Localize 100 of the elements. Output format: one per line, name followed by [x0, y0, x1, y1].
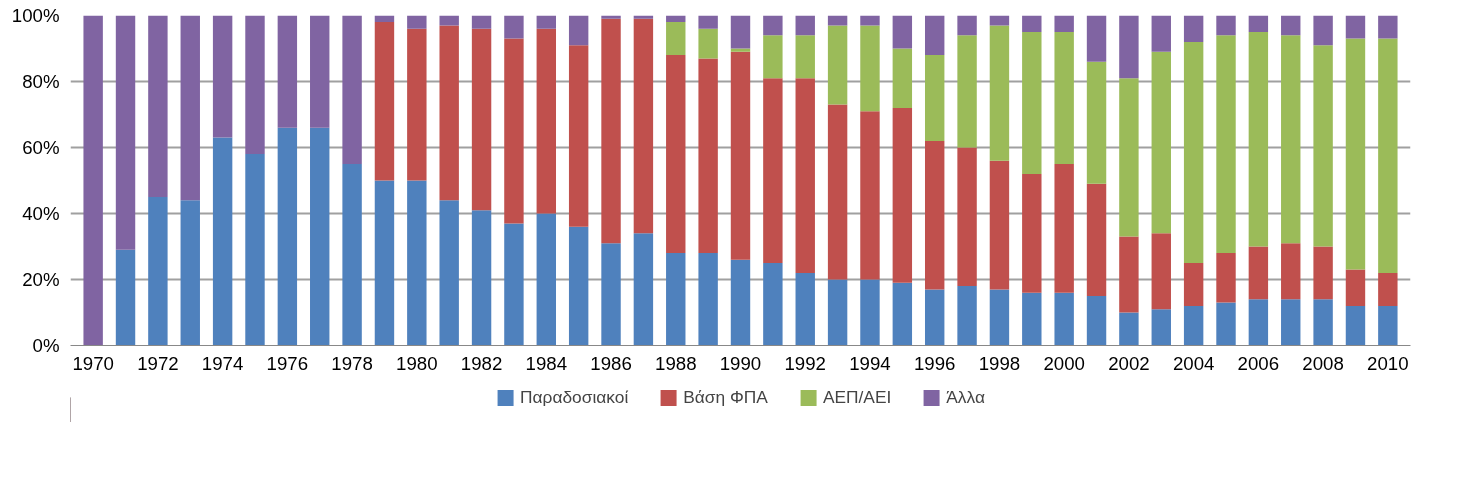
bar: [1119, 312, 1139, 346]
legend-label: Βάση ΦΠΑ: [683, 386, 768, 408]
bar: [536, 213, 557, 346]
bar: [1248, 299, 1269, 346]
x-tick-label: 1996: [913, 352, 956, 374]
bar: [180, 15, 200, 201]
bar: [730, 15, 751, 49]
bar: [1151, 51, 1171, 234]
bar: [1054, 292, 1074, 346]
x-tick-label: 1986: [590, 352, 632, 374]
bar: [1054, 164, 1074, 293]
bar: [1313, 246, 1333, 300]
bar: [1281, 299, 1301, 346]
bar: [827, 104, 848, 280]
bar: [698, 15, 718, 29]
bar: [1183, 263, 1204, 306]
bar: [1248, 15, 1269, 32]
bar: [1216, 35, 1236, 254]
bar: [763, 263, 783, 346]
bar: [601, 18, 621, 244]
y-tick-label: 80%: [22, 71, 60, 92]
bar: [1345, 15, 1366, 39]
bar: [310, 15, 330, 128]
legend-label: Άλλα: [946, 386, 985, 408]
bar: [763, 78, 783, 263]
x-tick-label: 1984: [525, 352, 568, 374]
bar: [439, 200, 459, 346]
bar: [245, 15, 265, 155]
bar: [1313, 15, 1333, 46]
x-tick-label: 1978: [331, 352, 373, 374]
bar: [666, 55, 686, 254]
bar: [795, 15, 815, 36]
bar: [730, 259, 751, 346]
x-tick-label: 1972: [137, 352, 179, 374]
bar: [1119, 78, 1139, 237]
bar: [1151, 309, 1171, 346]
legend-label: ΑΕΠ/ΑΕΙ: [822, 386, 892, 408]
bar: [827, 279, 848, 346]
bar: [1119, 15, 1139, 79]
bar: [795, 272, 815, 346]
y-tick-label: 60%: [22, 137, 60, 158]
bar: [1054, 15, 1074, 32]
bar: [439, 15, 459, 26]
bar: [374, 22, 395, 181]
x-tick-label: 2002: [1108, 352, 1150, 374]
bar: [1313, 299, 1333, 346]
bar: [1183, 15, 1204, 42]
bar: [666, 253, 686, 346]
bar: [1345, 269, 1366, 306]
bar: [989, 160, 1010, 290]
bar: [148, 197, 168, 346]
bar: [924, 289, 945, 346]
bar: [504, 15, 524, 39]
bar: [148, 15, 168, 197]
bar: [1086, 15, 1107, 62]
x-tick-label: 1970: [72, 352, 114, 374]
bar: [180, 200, 200, 346]
y-tick-label: 20%: [22, 269, 60, 290]
x-tick-label: 1992: [784, 352, 826, 374]
bar: [1216, 253, 1236, 303]
bar: [212, 137, 233, 346]
bar: [795, 78, 815, 273]
bar: [957, 147, 977, 287]
bar: [730, 51, 751, 260]
bar: [471, 210, 492, 346]
bar: [892, 48, 913, 108]
bar: [698, 58, 718, 254]
x-tick-label: 2010: [1367, 352, 1409, 374]
bar: [83, 15, 103, 346]
bar: [310, 127, 330, 346]
x-tick-label: 1974: [201, 352, 244, 374]
bar: [277, 127, 298, 346]
bar: [795, 35, 815, 79]
bar: [1378, 38, 1398, 273]
bar: [1345, 38, 1366, 270]
bar: [860, 25, 880, 112]
x-tick-label: 1990: [719, 352, 762, 374]
x-tick-label: 1980: [396, 352, 438, 374]
bar: [763, 35, 783, 79]
y-tick-label: 100%: [11, 5, 60, 26]
bar: [342, 164, 362, 346]
bar: [504, 38, 524, 224]
bar: [860, 111, 880, 280]
bar: [698, 253, 718, 346]
x-tick-label: 1998: [978, 352, 1021, 374]
bar: [1119, 236, 1139, 313]
bar: [633, 233, 654, 346]
bar: [1378, 15, 1398, 39]
x-tick-label: 1976: [266, 352, 309, 374]
bar: [633, 18, 654, 234]
bar: [568, 45, 589, 227]
bar: [1216, 15, 1236, 36]
bar: [989, 25, 1010, 161]
bar: [698, 28, 718, 59]
bar: [1183, 305, 1204, 346]
bar: [1151, 233, 1171, 310]
legend-label: Παραδοσιακοί: [520, 386, 629, 408]
bar: [1022, 173, 1042, 293]
bar: [1281, 243, 1301, 300]
bar: [924, 55, 945, 141]
